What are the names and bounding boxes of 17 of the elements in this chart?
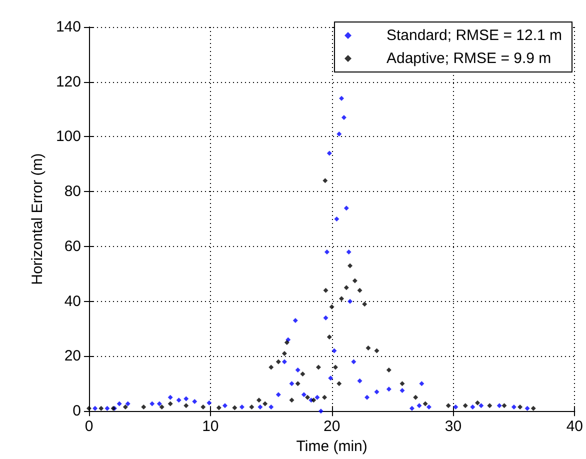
- legend-label: Standard; RMSE = 12.1 m: [386, 27, 562, 44]
- x-tick-label: 30: [444, 418, 462, 436]
- x-tick-label: 10: [202, 418, 219, 436]
- y-tick-label: 140: [56, 18, 81, 36]
- y-tick-label: 0: [72, 402, 81, 420]
- y-tick-label: 20: [64, 348, 81, 365]
- y-tick-label: 120: [56, 73, 81, 90]
- x-tick-label: 20: [323, 418, 340, 436]
- legend-label: Adaptive; RMSE = 9.9 m: [386, 50, 552, 67]
- y-tick-label: 80: [64, 183, 81, 200]
- y-tick-label: 60: [64, 238, 81, 255]
- x-tick-label: 40: [566, 418, 583, 436]
- x-tick-label: 0: [84, 418, 94, 436]
- x-axis-title: Time (min): [296, 438, 368, 455]
- y-axis-title: Horizontal Error (m): [29, 153, 46, 285]
- y-tick-label: 40: [64, 292, 81, 310]
- y-tick-label: 100: [56, 128, 81, 146]
